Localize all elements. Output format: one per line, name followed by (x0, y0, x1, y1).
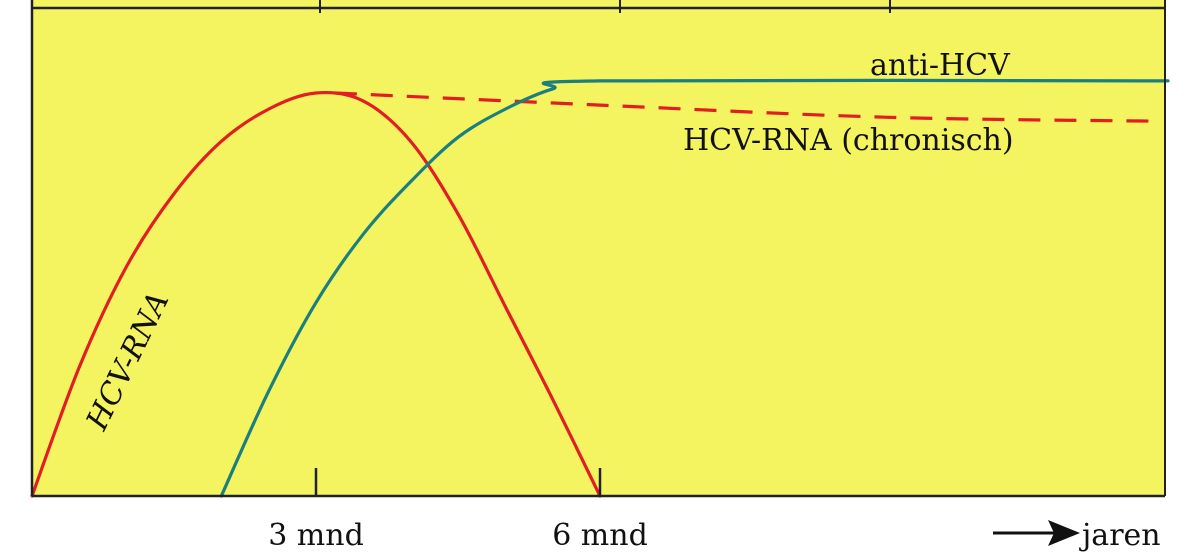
series-lines (30, 78, 1170, 498)
x-tick-label-1: 6 mnd (552, 518, 648, 553)
x-axis-arrow-icon (993, 520, 1080, 546)
arrow-head (1048, 520, 1080, 546)
x-axis-end-label: jaren (1079, 518, 1161, 553)
series-line-anti-hcv (219, 78, 1170, 498)
series-line-hcv-rna (30, 90, 602, 498)
series-line-hcv-rna-chronisch (334, 91, 1159, 123)
x-tick-label-0: 3 mnd (268, 518, 364, 553)
series-label-anti-hcv: anti-HCV (870, 48, 1011, 83)
series-label-hcv-rna-chronisch: HCV-RNA (chronisch) (683, 123, 1014, 158)
plot-area (32, 0, 1165, 496)
x-axis-ticks: 3 mnd 6 mnd (268, 468, 648, 553)
top-axis (319, 0, 891, 13)
